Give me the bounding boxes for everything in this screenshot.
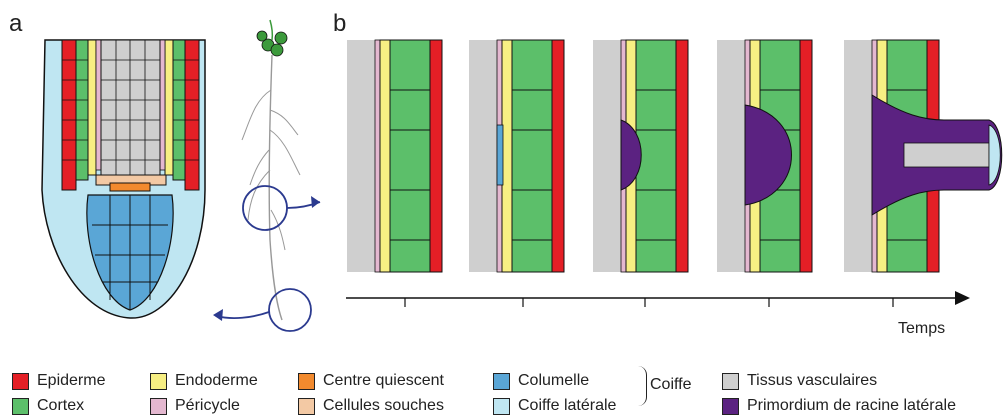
stage-2-endodermis	[501, 39, 513, 273]
stage-3-epidermis	[675, 39, 689, 273]
stage-3-cell-walls	[636, 89, 676, 241]
swatch-icon	[493, 397, 510, 415]
time-axis-label: Temps	[898, 320, 946, 337]
legend-label: Centre quiescent	[323, 372, 444, 389]
stage-2-epidermis	[551, 39, 565, 273]
stage-2-cell-walls	[512, 89, 552, 241]
coiffe-brace	[638, 366, 647, 406]
stage-1-cortex	[389, 39, 431, 273]
legend-item-pericycle: Péricycle	[150, 397, 240, 415]
legend: Epiderme Cortex Endoderme Péricycle Cent…	[0, 362, 1006, 417]
swatch-icon	[298, 397, 315, 415]
stage-3-primordium	[620, 119, 642, 191]
legend-item-primordium: Primordium de racine latérale	[722, 397, 956, 415]
figure-canvas	[41, 19, 1003, 332]
legend-label: Primordium de racine latérale	[747, 397, 956, 414]
stage-1-cell-walls	[390, 89, 430, 241]
stage-5-root-vascular	[903, 142, 990, 168]
stage-2-founder-cells	[496, 124, 504, 186]
lateral-root-stages	[347, 39, 1003, 273]
panel-label-b: b	[333, 10, 347, 37]
stage-3-vascular	[593, 40, 621, 272]
legend-item-epiderme: Epiderme	[12, 372, 105, 390]
time-arrow-icon	[955, 291, 970, 305]
stage-1-endodermis	[379, 39, 391, 273]
stage-2-vascular	[469, 40, 497, 272]
time-axis	[346, 291, 970, 307]
legend-label: Cellules souches	[323, 397, 444, 414]
legend-item-tissus-vasculaires: Tissus vasculaires	[722, 372, 877, 390]
legend-label: Cortex	[37, 397, 85, 414]
legend-label: Tissus vasculaires	[747, 372, 878, 389]
seedling-illustration	[213, 19, 321, 332]
stage-4-vascular	[717, 40, 745, 272]
stage-4-primordium	[744, 104, 792, 206]
stage-4-epidermis	[799, 39, 813, 273]
arrow-to-panel-a-icon	[213, 309, 223, 321]
swatch-icon	[298, 372, 315, 390]
swatch-icon	[150, 372, 167, 390]
panel-label-a: a	[9, 10, 23, 37]
legend-item-endoderme: Endoderme	[150, 372, 258, 390]
stage-1-pericycle	[374, 39, 381, 273]
legend-label: Péricycle	[175, 397, 240, 414]
stage-2-cortex	[511, 39, 553, 273]
legend-group-coiffe: Coiffe	[650, 376, 692, 393]
swatch-icon	[12, 372, 29, 390]
stage-5-vascular	[844, 40, 872, 272]
legend-label: Epiderme	[37, 372, 106, 389]
legend-item-centre-quiescent: Centre quiescent	[298, 372, 444, 390]
swatch-icon	[722, 397, 739, 415]
legend-item-coiffe-laterale: Coiffe latérale	[493, 397, 616, 415]
stage-1-epidermis	[429, 39, 443, 273]
legend-item-cellules-souches: Cellules souches	[298, 397, 444, 415]
zoom-circle-tip	[268, 288, 312, 332]
legend-label: Endoderme	[175, 372, 258, 389]
legend-item-cortex: Cortex	[12, 397, 84, 415]
arrow-to-panel-b-icon	[311, 196, 320, 208]
legend-label: Coiffe latérale	[518, 397, 617, 414]
stage-3-cortex	[635, 39, 677, 273]
legend-label: Columelle	[518, 372, 590, 389]
swatch-icon	[722, 372, 739, 390]
swatch-icon	[12, 397, 29, 415]
legend-item-columelle: Columelle	[493, 372, 589, 390]
swatch-icon	[493, 372, 510, 390]
root-tip-diagram	[41, 39, 206, 319]
swatch-icon	[150, 397, 167, 415]
stage-1-vascular	[347, 40, 375, 272]
stage-5-root-cap	[988, 124, 1001, 186]
